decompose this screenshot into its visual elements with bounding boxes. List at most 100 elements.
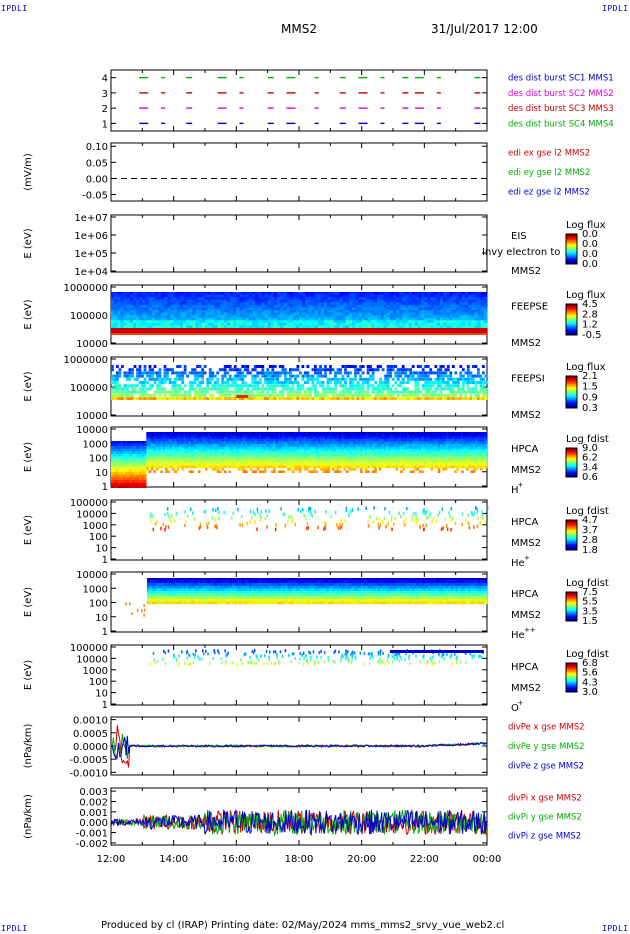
heatmap-cell xyxy=(320,456,323,459)
heatmap-cell xyxy=(334,451,337,454)
heatmap-cell xyxy=(238,387,242,391)
heatmap-cell xyxy=(346,371,350,375)
heatmap-cell xyxy=(134,467,138,470)
heatmap-cell xyxy=(113,381,117,384)
heatmap-cell xyxy=(111,328,487,333)
heatmap-cell xyxy=(148,310,153,313)
heatmap-cell xyxy=(192,299,196,303)
heatmap-cell xyxy=(346,470,349,473)
heatmap-cell xyxy=(333,325,337,329)
heatmap-cell xyxy=(114,294,118,298)
heatmap-cell xyxy=(456,381,460,384)
heatmap-cell xyxy=(143,371,147,375)
heatmap-cell xyxy=(350,439,354,442)
heatmap-cell xyxy=(116,384,119,388)
heatmap-cell xyxy=(200,453,203,457)
heatmap-cell xyxy=(281,393,285,397)
heatmap-cell xyxy=(348,441,351,445)
heatmap-cell xyxy=(301,444,304,447)
heatmap-cell xyxy=(189,320,193,324)
heatmap-cell xyxy=(362,446,366,449)
heatmap-cell xyxy=(223,453,227,457)
heatmap-cell xyxy=(163,368,167,372)
heatmap-cell xyxy=(192,297,196,301)
heatmap-cell xyxy=(362,434,366,437)
heatmap-cell xyxy=(158,299,162,303)
heatmap-cell xyxy=(126,294,131,298)
heatmap-cell xyxy=(223,397,227,400)
heatmap-cell xyxy=(252,463,255,466)
heatmap-cell xyxy=(125,456,128,460)
heatmap-cell xyxy=(416,371,420,375)
heatmap-cell xyxy=(192,302,196,306)
heatmap-cell xyxy=(311,387,315,391)
heatmap-cell xyxy=(120,474,123,478)
heatmap-cell xyxy=(214,451,217,454)
heatmap-cell xyxy=(371,384,375,388)
heatmap-cell xyxy=(416,390,420,394)
heatmap-cell xyxy=(454,390,458,394)
heatmap-cell xyxy=(252,312,256,316)
heatmap-cell xyxy=(384,377,387,381)
heatmap-cell xyxy=(339,315,344,319)
heatmap-cell xyxy=(313,465,316,469)
heatmap-cell xyxy=(287,444,290,447)
heatmap-cell xyxy=(136,451,140,455)
heatmap-cell xyxy=(202,446,206,449)
heatmap-cell xyxy=(331,448,335,452)
heatmap-cell xyxy=(120,297,124,301)
heatmap-cell xyxy=(414,302,419,306)
heatmap-cell xyxy=(371,325,375,329)
heatmap-cell xyxy=(228,465,232,469)
heatmap-cell xyxy=(427,297,431,301)
heatmap-cell xyxy=(211,297,215,301)
heatmap-cell xyxy=(188,463,192,466)
heatmap-cell xyxy=(176,387,179,391)
heatmap-cell xyxy=(294,446,297,449)
heatmap-cell xyxy=(277,320,281,324)
heatmap-cell xyxy=(482,390,485,394)
heatmap-cell xyxy=(122,456,126,460)
heatmap-cell xyxy=(357,465,361,469)
heatmap-cell xyxy=(153,470,156,473)
heatmap-cell xyxy=(315,465,319,469)
heatmap-cell xyxy=(261,456,264,459)
heatmap-cell xyxy=(386,297,391,301)
heatmap-cell xyxy=(339,381,342,384)
heatmap-cell xyxy=(266,439,269,442)
heatmap-cell xyxy=(286,299,290,303)
heatmap-cell xyxy=(315,453,319,457)
heatmap-cell xyxy=(346,365,350,368)
heatmap-cell xyxy=(218,397,222,400)
heatmap-cell xyxy=(129,480,133,483)
heatmap-cell xyxy=(305,292,309,295)
heatmap-cell xyxy=(198,320,203,324)
heatmap-cell xyxy=(414,317,419,321)
heatmap-cell xyxy=(162,448,166,452)
heatmap-cell xyxy=(158,322,162,326)
heatmap-cell xyxy=(270,446,274,449)
heatmap-cell xyxy=(181,441,185,445)
heatmap-cell xyxy=(114,317,118,321)
heatmap-cell xyxy=(240,444,243,447)
heatmap-cell xyxy=(263,463,267,466)
heatmap-cell xyxy=(171,371,174,375)
heatmap-cell xyxy=(258,322,262,326)
heatmap-cell xyxy=(268,436,272,440)
colorbar xyxy=(565,233,578,265)
heatmap-cell xyxy=(314,384,317,388)
heatmap-cell xyxy=(394,397,398,400)
heatmap-cell xyxy=(361,297,366,301)
heatmap-cell xyxy=(183,458,187,461)
heatmap-cell xyxy=(120,307,124,311)
heatmap-cell xyxy=(169,456,173,459)
heatmap-cell xyxy=(331,397,335,400)
heatmap-cell xyxy=(209,441,213,445)
heatmap-cell xyxy=(474,397,478,400)
heatmap-cell xyxy=(237,432,241,435)
heatmap-cell xyxy=(236,304,240,308)
heatmap-cell xyxy=(268,441,272,445)
heatmap-cell xyxy=(253,384,257,388)
heatmap-cell xyxy=(292,322,297,326)
